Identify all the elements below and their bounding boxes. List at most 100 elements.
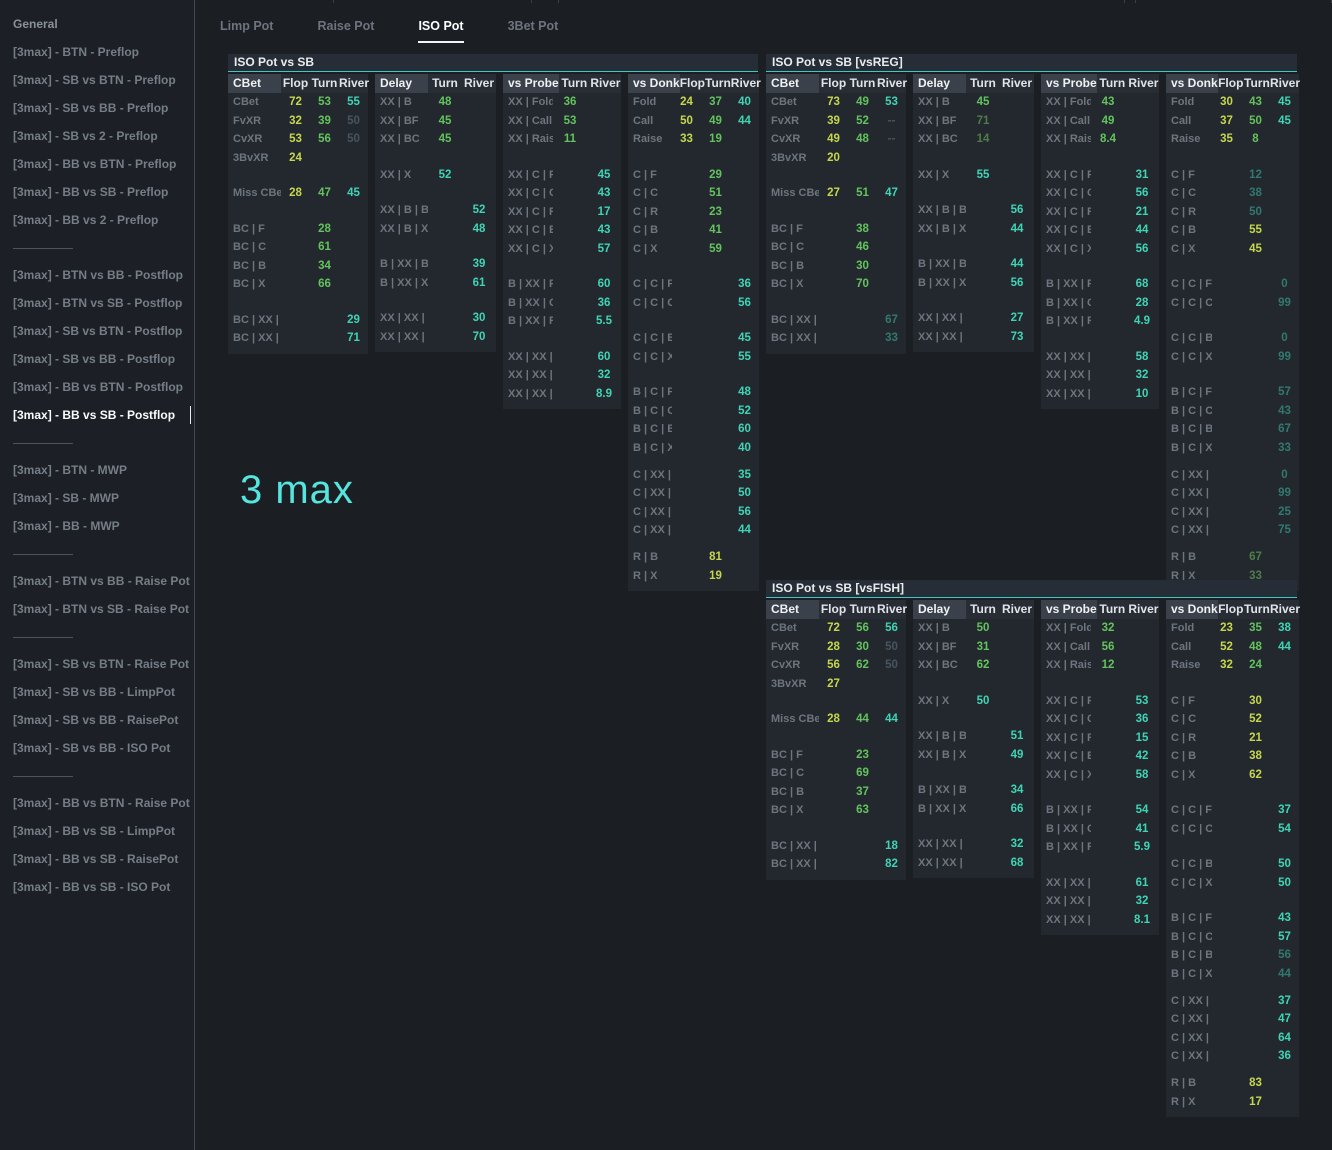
stat-row-c-c-c[interactable]: C | C | C 99: [1166, 294, 1299, 313]
stat-row-b-c-f[interactable]: B | C | F 57: [1166, 383, 1299, 402]
stat-row-b-xx-r[interactable]: B | XX | R 5.5: [503, 312, 621, 331]
stat-row-c-c[interactable]: C | C 52: [1166, 710, 1299, 729]
stat-row-bc-xx-c[interactable]: BC | XX | C 33: [766, 329, 906, 348]
sidebar-item-3max-bb-vs-sb-raisepot[interactable]: [3max] - BB vs SB - RaisePot: [13, 852, 179, 866]
stat-row-c-c-b[interactable]: C | C | B 50: [1166, 855, 1299, 874]
stat-row-c-r[interactable]: C | R 21: [1166, 729, 1299, 748]
stat-row-c-b[interactable]: C | B 38: [1166, 747, 1299, 766]
stat-row-xx-xx-r[interactable]: XX | XX | R 10: [1041, 385, 1159, 404]
stat-row-miss-cbet[interactable]: Miss CBet 27 51 47: [766, 184, 906, 203]
stat-row-fvxr[interactable]: FvXR 39 52 --: [766, 112, 906, 131]
stat-row-xx-fold[interactable]: XX | Fold 32: [1041, 619, 1159, 638]
stat-row-xx-b[interactable]: XX | B 50: [913, 619, 1034, 638]
stat-row-xx-c-x[interactable]: XX | C | X 58: [1041, 766, 1159, 785]
stat-row-call[interactable]: Call 52 48 44: [1166, 638, 1299, 657]
stat-row-xx-xx-r[interactable]: XX | XX | R 8.1: [1041, 911, 1159, 930]
stat-row-c-x[interactable]: C | X 59: [628, 240, 759, 259]
stat-row-b-c-x[interactable]: B | C | X 33: [1166, 439, 1299, 458]
stat-row-c-c-f[interactable]: C | C | F 36: [628, 275, 759, 294]
sidebar-item-3max-bb-vs-btn-raise-pot[interactable]: [3max] - BB vs BTN - Raise Pot: [13, 796, 190, 810]
stat-row-c-xx-f[interactable]: C | XX | F 0: [1166, 466, 1299, 485]
stat-row-c-r[interactable]: C | R 23: [628, 203, 759, 222]
stat-row-c-x[interactable]: C | X 62: [1166, 766, 1299, 785]
sidebar-item-3max-btn-mwp[interactable]: [3max] - BTN - MWP: [13, 463, 127, 477]
stat-row-xx-c-c[interactable]: XX | C | C 56: [1041, 184, 1159, 203]
stat-row-bc-x[interactable]: BC | X 70: [766, 275, 906, 294]
sidebar-item-3max-bb-vs-btn-preflop[interactable]: [3max] - BB vs BTN - Preflop: [13, 157, 177, 171]
stat-row-c-xx-x[interactable]: C | XX | X 75: [1166, 521, 1299, 540]
sidebar-item-3max-bb-mwp[interactable]: [3max] - BB - MWP: [13, 519, 120, 533]
stat-row-c-xx-c[interactable]: C | XX | C 47: [1166, 1010, 1299, 1029]
stat-row-xx-c-b[interactable]: XX | C | B 42: [1041, 747, 1159, 766]
sidebar-item-3max-sb-vs-bb-preflop[interactable]: [3max] - SB vs BB - Preflop: [13, 101, 169, 115]
tab-iso-pot[interactable]: ISO Pot: [418, 19, 464, 43]
stat-row-xx-c-b[interactable]: XX | C | B 44: [1041, 221, 1159, 240]
stat-row-fvxr[interactable]: FvXR 28 30 50: [766, 638, 906, 657]
stat-row-c-xx-f[interactable]: C | XX | F 37: [1166, 992, 1299, 1011]
stat-row-xx-raise[interactable]: XX | Raise 11: [503, 130, 621, 149]
stat-row-xx-bf[interactable]: XX | BF 71: [913, 112, 1034, 131]
stat-row-c-c-x[interactable]: C | C | X 55: [628, 348, 759, 367]
stat-row-miss-cbet[interactable]: Miss CBet 28 47 45: [228, 184, 368, 203]
stat-row-b-c-x[interactable]: B | C | X 40: [628, 439, 759, 458]
stat-row-c-xx-b[interactable]: C | XX | B 25: [1166, 503, 1299, 522]
stat-row-b-xx-b[interactable]: B | XX | B 44: [913, 255, 1034, 274]
stat-row-fold[interactable]: Fold 23 35 38: [1166, 619, 1299, 638]
stat-row-r-b[interactable]: R | B 81: [628, 548, 759, 567]
sidebar-item-3max-btn-vs-sb-raise-pot[interactable]: [3max] - BTN vs SB - Raise Pot: [13, 602, 190, 616]
sidebar-item-3max-bb-vs-btn-postflop[interactable]: [3max] - BB vs BTN - Postflop: [13, 380, 184, 394]
stat-row-bc-x[interactable]: BC | X 66: [228, 275, 368, 294]
sidebar-item-3max-bb-vs-sb-preflop[interactable]: [3max] - BB vs SB - Preflop: [13, 185, 169, 199]
stat-row-xx-raise[interactable]: XX | Raise 8.4: [1041, 130, 1159, 149]
stat-row-bc-b[interactable]: BC | B 30: [766, 257, 906, 276]
stat-row-xx-xx-c[interactable]: XX | XX | C 32: [1041, 366, 1159, 385]
sidebar-item-3max-btn-vs-bb-raise-pot[interactable]: [3max] - BTN vs BB - Raise Pot: [13, 574, 190, 588]
stat-row-bc-b[interactable]: BC | B 34: [228, 257, 368, 276]
sidebar-item-3max-bb-vs-sb-limppot[interactable]: [3max] - BB vs SB - LimpPot: [13, 824, 176, 838]
stat-row-b-xx-f[interactable]: B | XX | F 60: [503, 275, 621, 294]
stat-row-bc-f[interactable]: BC | F 23: [766, 746, 906, 765]
stat-row-c-c-c[interactable]: C | C | C 54: [1166, 820, 1299, 839]
sidebar-item-3max-btn-vs-bb-postflop[interactable]: [3max] - BTN vs BB - Postflop: [13, 268, 184, 282]
stat-row-bc-x[interactable]: BC | X 63: [766, 801, 906, 820]
stat-row-xx-bc[interactable]: XX | BC 62: [913, 656, 1034, 675]
stat-row-c-b[interactable]: C | B 55: [1166, 221, 1299, 240]
stat-row-b-xx-f[interactable]: B | XX | F 54: [1041, 801, 1159, 820]
stat-row-bc-xx-c[interactable]: BC | XX | C 71: [228, 329, 368, 348]
stat-row-xx-fold[interactable]: XX | Fold 43: [1041, 93, 1159, 112]
stat-row-xx-call[interactable]: XX | Call 56: [1041, 638, 1159, 657]
stat-row-bc-f[interactable]: BC | F 28: [228, 220, 368, 239]
tab-raise-pot[interactable]: Raise Pot: [317, 19, 375, 33]
tab-3bet-pot[interactable]: 3Bet Pot: [507, 19, 559, 33]
stat-row-b-xx-f[interactable]: B | XX | F 68: [1041, 275, 1159, 294]
stat-row-b-xx-x[interactable]: B | XX | X 61: [375, 274, 496, 293]
stat-row-xx-xx-b[interactable]: XX | XX | B 32: [913, 835, 1034, 854]
stat-row-b-c-b[interactable]: B | C | B 67: [1166, 420, 1299, 439]
stat-row-b-c-x[interactable]: B | C | X 44: [1166, 965, 1299, 984]
stat-row-xx-fold[interactable]: XX | Fold 36: [503, 93, 621, 112]
stat-row-raise[interactable]: Raise 35 8: [1166, 130, 1299, 149]
stat-row-bc-c[interactable]: BC | C 46: [766, 238, 906, 257]
stat-row-cvxr[interactable]: CvXR 49 48 --: [766, 130, 906, 149]
stat-row-xx-raise[interactable]: XX | Raise 12: [1041, 656, 1159, 675]
stat-row-xx-c-r[interactable]: XX | C | R 21: [1041, 203, 1159, 222]
stat-row-xx-b-b[interactable]: XX | B | B 51: [913, 727, 1034, 746]
stat-row-r-x[interactable]: R | X 17: [1166, 1093, 1299, 1112]
stat-row-c-c-x[interactable]: C | C | X 50: [1166, 874, 1299, 893]
stat-row-raise[interactable]: Raise 33 19: [628, 130, 759, 149]
stat-row-fold[interactable]: Fold 24 37 40: [628, 93, 759, 112]
stat-row-c-xx-b[interactable]: C | XX | B 64: [1166, 1029, 1299, 1048]
stat-row-xx-b-b[interactable]: XX | B | B 52: [375, 201, 496, 220]
stat-row-xx-xx-x[interactable]: XX | XX | X 73: [913, 328, 1034, 347]
stat-row-b-xx-x[interactable]: B | XX | X 66: [913, 800, 1034, 819]
stat-row-xx-xx-c[interactable]: XX | XX | C 32: [503, 366, 621, 385]
stat-row-xx-xx-f[interactable]: XX | XX | F 61: [1041, 874, 1159, 893]
stat-row-c-c-x[interactable]: C | C | X 99: [1166, 348, 1299, 367]
tab-limp-pot[interactable]: Limp Pot: [220, 19, 274, 33]
stat-row-bc-b[interactable]: BC | B 37: [766, 783, 906, 802]
stat-row-3bvxr[interactable]: 3BvXR 27: [766, 675, 906, 694]
stat-row-c-xx-b[interactable]: C | XX | B 56: [628, 503, 759, 522]
stat-row-b-c-b[interactable]: B | C | B 56: [1166, 946, 1299, 965]
stat-row-xx-c-x[interactable]: XX | C | X 57: [503, 240, 621, 259]
stat-row-b-xx-b[interactable]: B | XX | B 34: [913, 781, 1034, 800]
